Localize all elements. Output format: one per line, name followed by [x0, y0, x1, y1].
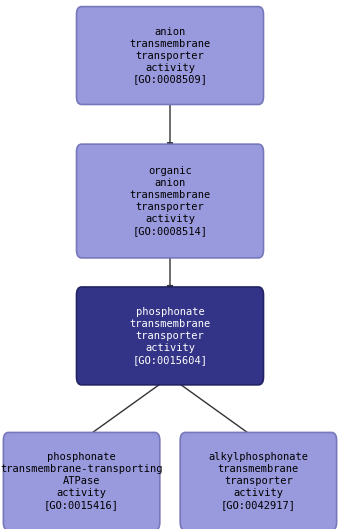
FancyBboxPatch shape: [76, 6, 264, 105]
Text: phosphonate
transmembrane-transporting
ATPase
activity
[GO:0015416]: phosphonate transmembrane-transporting A…: [0, 452, 163, 510]
FancyBboxPatch shape: [76, 144, 264, 258]
FancyBboxPatch shape: [76, 287, 264, 385]
Text: phosphonate
transmembrane
transporter
activity
[GO:0015604]: phosphonate transmembrane transporter ac…: [130, 307, 210, 365]
Text: organic
anion
transmembrane
transporter
activity
[GO:0008514]: organic anion transmembrane transporter …: [130, 166, 210, 236]
FancyBboxPatch shape: [180, 433, 337, 529]
Text: anion
transmembrane
transporter
activity
[GO:0008509]: anion transmembrane transporter activity…: [130, 26, 210, 85]
FancyBboxPatch shape: [3, 433, 160, 529]
Text: alkylphosphonate
transmembrane
transporter
activity
[GO:0042917]: alkylphosphonate transmembrane transport…: [208, 452, 308, 510]
